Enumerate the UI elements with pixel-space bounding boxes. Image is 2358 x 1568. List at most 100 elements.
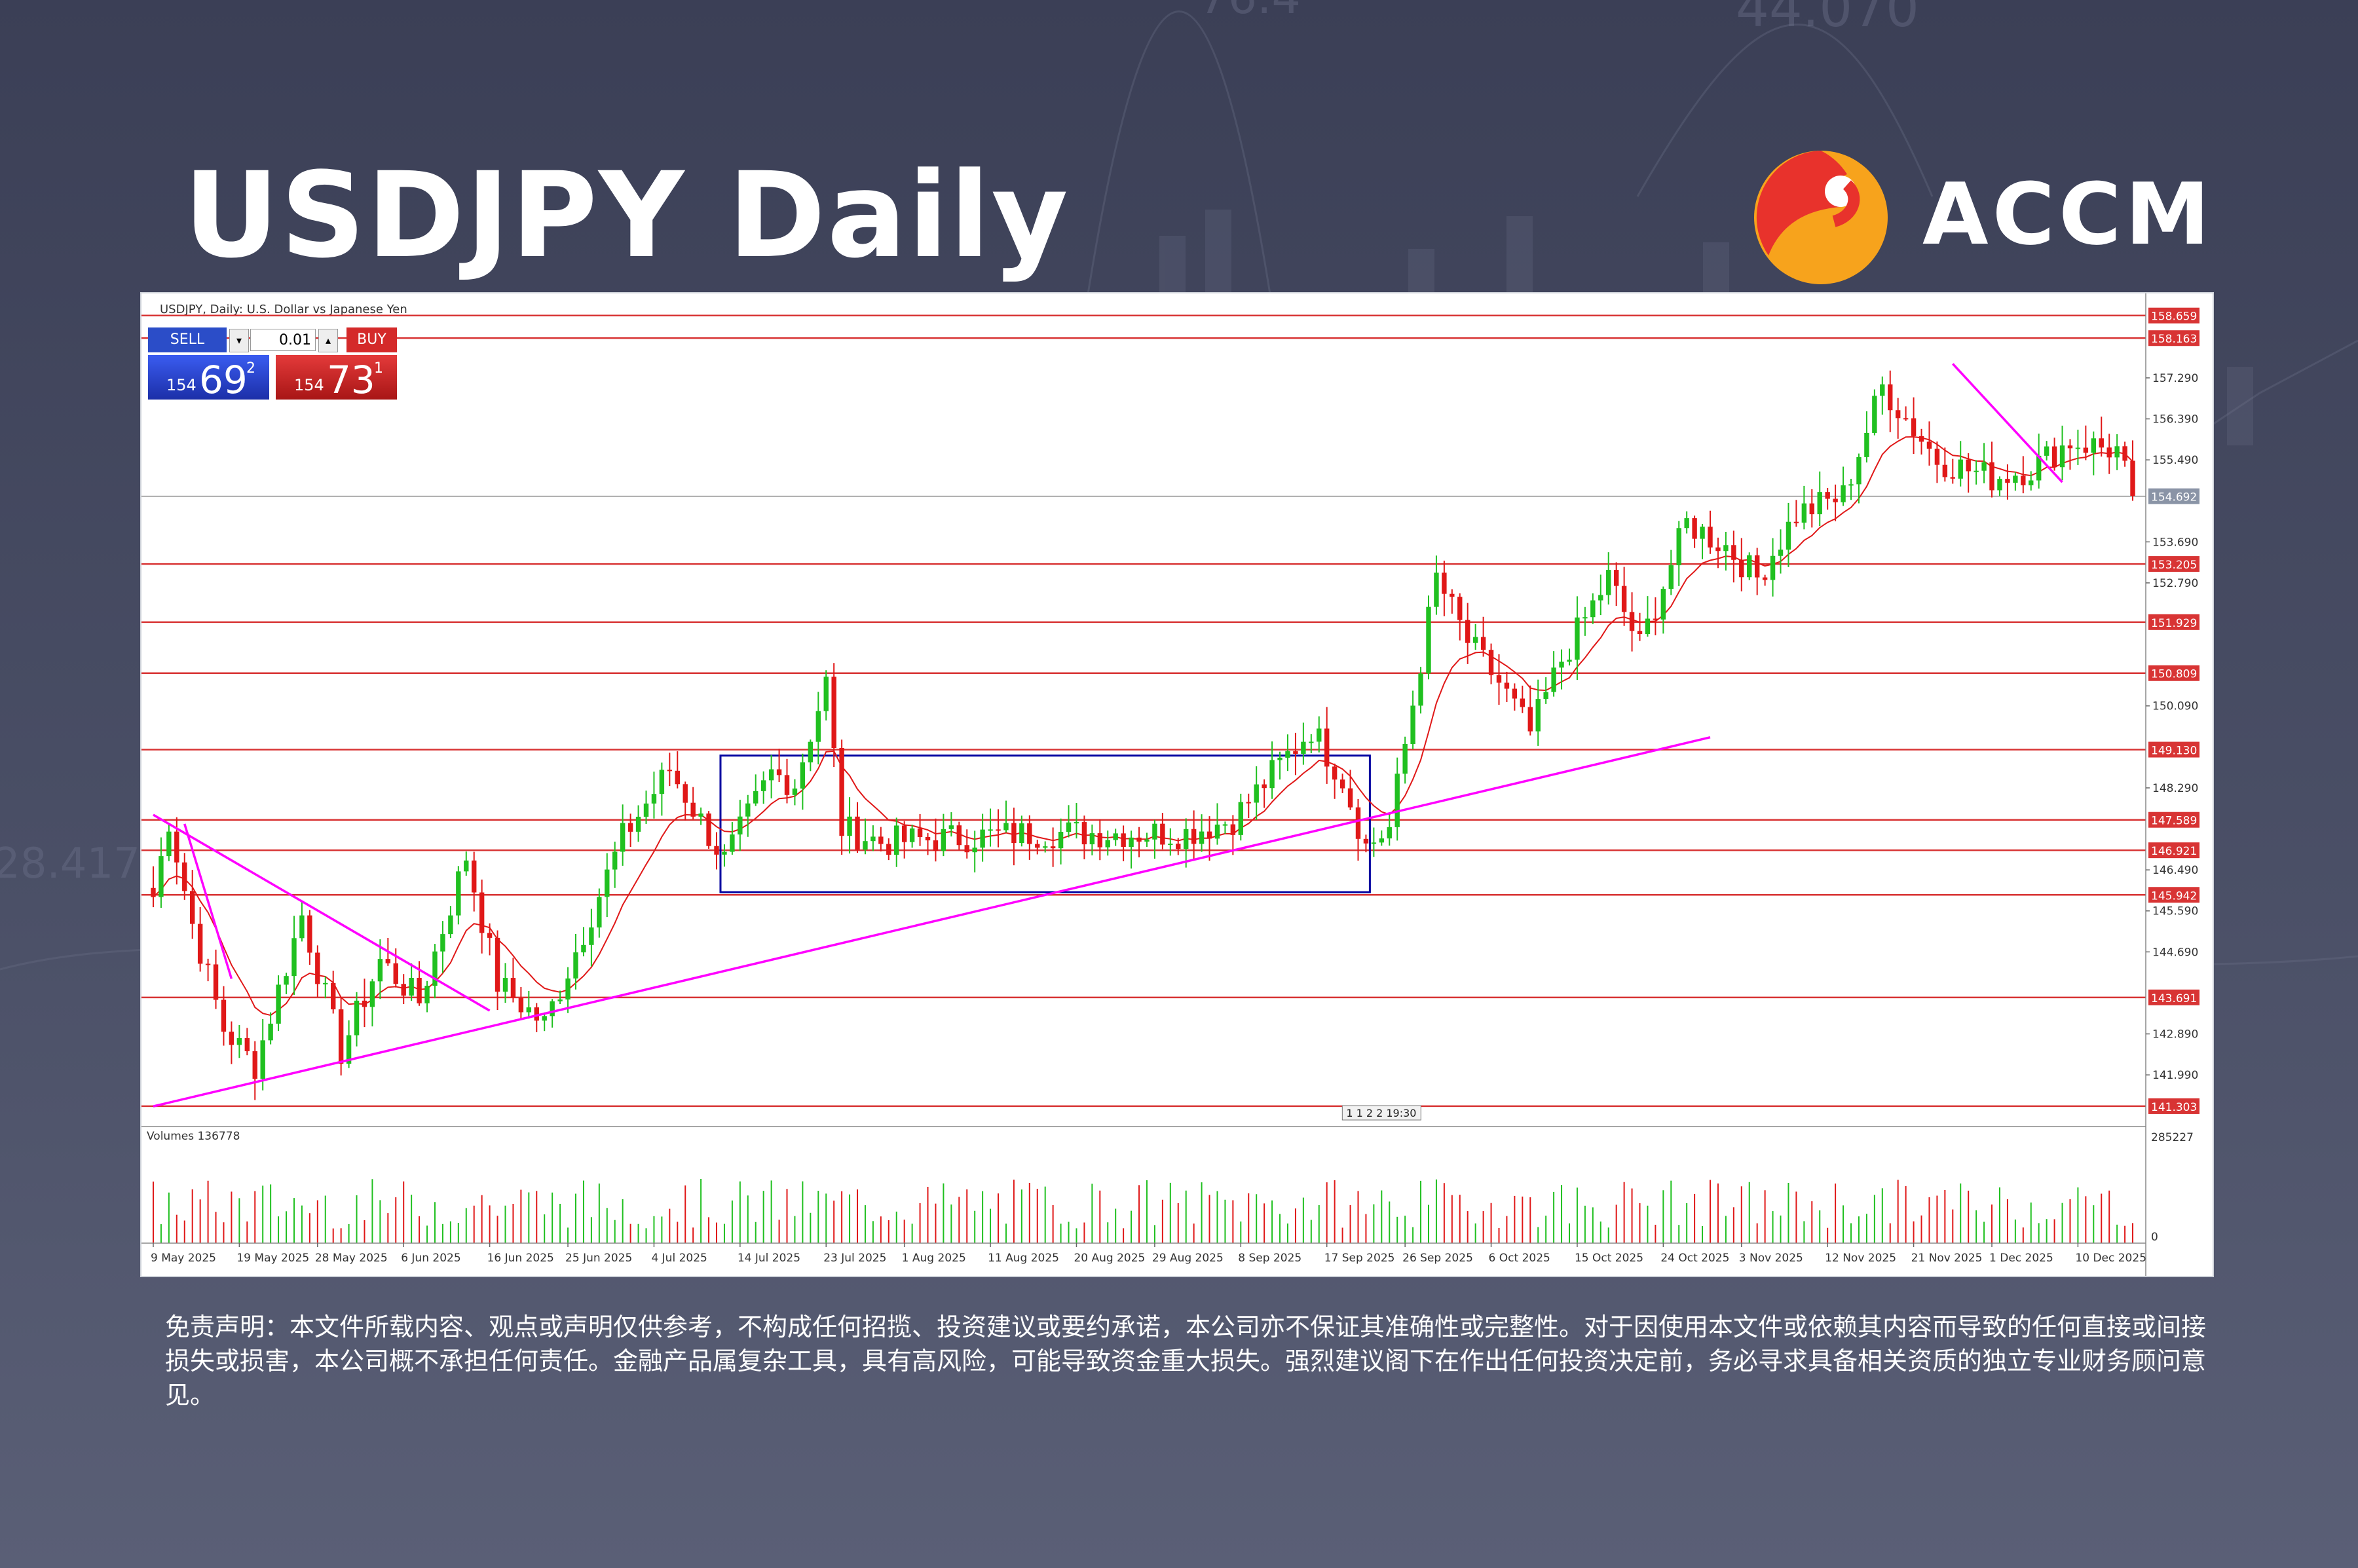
bearish-candle (1035, 844, 1040, 848)
bullish-candle (972, 848, 977, 853)
bullish-candle (1598, 595, 1603, 601)
bullish-candle (1418, 673, 1423, 706)
bullish-candle (1066, 822, 1072, 832)
bearish-candle (495, 937, 500, 992)
bearish-candle (1637, 631, 1643, 635)
lot-decrease-button[interactable]: ▾ (229, 329, 249, 352)
bullish-candle (346, 1035, 352, 1064)
bearish-candle (1793, 521, 1799, 523)
bullish-candle (276, 984, 281, 1024)
bullish-candle (745, 803, 751, 817)
bearish-candle (675, 770, 680, 785)
bullish-candle (768, 769, 774, 781)
bearish-candle (1527, 707, 1533, 732)
bullish-candle (800, 762, 806, 789)
bearish-candle (2122, 446, 2127, 461)
bearish-candle (1520, 698, 1525, 707)
bearish-candle (1621, 586, 1627, 612)
level-price-label: 149.130 (2151, 745, 2197, 758)
bullish-candle (1997, 479, 2002, 491)
bullish-candle (557, 999, 563, 1001)
bearish-candle (964, 845, 969, 853)
svg-text:44.070: 44.070 (1736, 0, 1919, 39)
svg-text:76.4: 76.4 (1199, 0, 1301, 24)
trendline (1952, 363, 2063, 483)
bullish-candle (1817, 492, 1822, 515)
chart-window[interactable]: USDJPY, Daily: U.S. Dollar vs Japanese Y… (140, 292, 2214, 1277)
bearish-candle (1136, 837, 1142, 842)
sell-button[interactable]: SELL (148, 327, 227, 352)
bullish-candle (651, 794, 657, 804)
bullish-candle (1880, 384, 1885, 396)
bearish-candle (1911, 418, 1917, 436)
bearish-candle (956, 825, 962, 846)
bearish-candle (706, 813, 711, 846)
bearish-candle (2051, 446, 2057, 468)
time-tick-label: 19 May 2025 (236, 1252, 309, 1265)
bearish-candle (925, 836, 931, 841)
bullish-candle (1309, 741, 1314, 743)
bullish-candle (1144, 839, 1150, 842)
bearish-candle (831, 677, 836, 749)
level-price-label: 141.303 (2151, 1101, 2197, 1114)
bullish-candle (909, 828, 915, 842)
bearish-candle (1934, 449, 1940, 465)
bullish-candle (1700, 527, 1705, 539)
level-price-label: 150.809 (2151, 668, 2197, 681)
bearish-candle (221, 999, 227, 1032)
bullish-candle (1434, 572, 1439, 607)
time-tick-label: 24 Oct 2025 (1660, 1252, 1729, 1265)
lot-increase-button[interactable]: ▴ (318, 329, 338, 352)
bullish-candle (1543, 692, 1548, 700)
level-price-tag (2148, 1098, 2199, 1114)
bearish-candle (690, 802, 696, 817)
bearish-candle (1833, 498, 1838, 502)
price-tick-label: 146.490 (2152, 864, 2198, 877)
bullish-candle (1747, 555, 1752, 578)
bullish-candle (643, 803, 649, 817)
lot-size-input[interactable]: 0.01 (250, 329, 316, 351)
bullish-candle (815, 711, 821, 742)
bullish-candle (1371, 842, 1377, 844)
bullish-candle (2036, 455, 2042, 481)
buy-button[interactable]: BUY (346, 327, 397, 352)
bearish-candle (933, 840, 939, 851)
disclaimer-text: 免责声明：本文件所载内容、观点或声明仅供参考，不构成任何招揽、投资建议或要约承诺… (165, 1313, 2207, 1409)
buy-price-box[interactable]: 154 73 1 (276, 355, 397, 402)
bullish-candle (1801, 503, 1807, 523)
bearish-candle (479, 892, 485, 933)
bullish-candle (1582, 617, 1588, 619)
bearish-candle (667, 770, 673, 772)
level-price-tag (2148, 842, 2199, 859)
bullish-candle (870, 836, 876, 842)
sell-price-box[interactable]: 154 69 2 (148, 355, 269, 402)
bullish-candle (323, 982, 328, 984)
sell-price-pip: 2 (246, 360, 255, 377)
bearish-candle (886, 844, 891, 855)
bullish-candle (573, 952, 578, 979)
bullish-candle (159, 856, 164, 897)
bullish-candle (1113, 833, 1118, 840)
bullish-candle (1770, 555, 1776, 580)
bullish-candle (1426, 607, 1431, 674)
candlestick-chart[interactable]: USDJPY, Daily: U.S. Dollar vs Japanese Y… (141, 293, 2213, 1276)
bullish-candle (1551, 667, 1556, 692)
bearish-candle (1950, 477, 1955, 479)
one-click-trading-panel[interactable]: SELL ▾ 0.01 ▴ BUY 154 69 2 154 73 1 (148, 327, 397, 432)
bullish-candle (1645, 618, 1651, 635)
accm-logo-icon (1754, 151, 1888, 284)
bearish-candle (1715, 547, 1721, 551)
bullish-candle (1254, 784, 1259, 803)
bearish-candle (1629, 612, 1635, 631)
time-tick-label: 9 May 2025 (151, 1252, 216, 1265)
bullish-candle (369, 981, 375, 1007)
bearish-candle (472, 860, 477, 893)
bearish-candle (205, 963, 211, 965)
bullish-candle (605, 869, 610, 897)
bearish-candle (1450, 593, 1455, 597)
bullish-candle (432, 951, 438, 986)
bearish-candle (1731, 545, 1736, 560)
bullish-candle (1003, 823, 1009, 831)
bullish-candle (1778, 550, 1784, 556)
brand-logo: ACCM (1749, 144, 2210, 288)
